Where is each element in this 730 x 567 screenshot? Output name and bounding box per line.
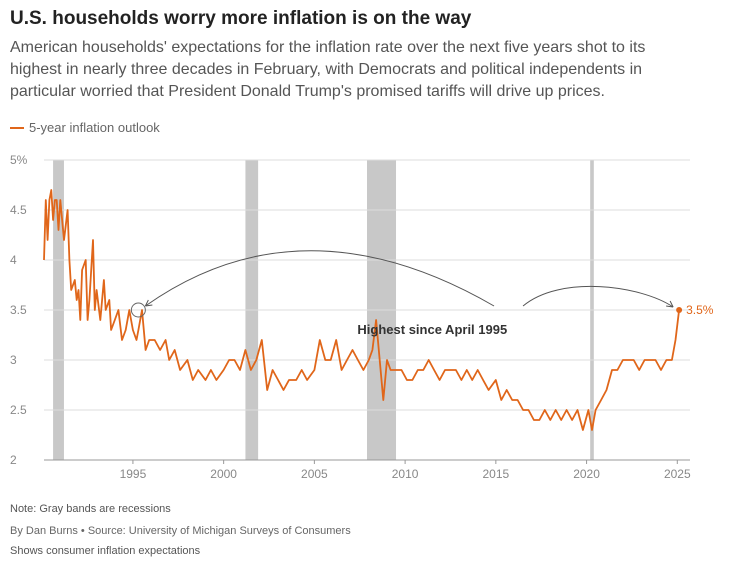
- annotations: Highest since April 1995 3.5%: [130, 250, 714, 337]
- annotation-arrowhead-right: [666, 300, 674, 308]
- series-line: [43, 189, 680, 431]
- annotation-label: Highest since April 1995: [357, 322, 507, 337]
- x-axis-ticks: 1995 2000 2005 2010 2015 2020 2025: [120, 460, 691, 481]
- x-tick-label: 2000: [210, 467, 237, 481]
- footer-byline: By Dan Burns • Source: University of Mic…: [10, 525, 351, 537]
- legend-swatch: [10, 126, 24, 129]
- y-tick-label: 4: [10, 253, 17, 267]
- x-tick-label: 2020: [573, 467, 600, 481]
- highlight-circle: [130, 302, 146, 318]
- y-axis-ticks: 2 2.5 3 3.5 4 4.5 5%: [10, 153, 28, 467]
- chart-title: U.S. households worry more inflation is …: [10, 8, 472, 29]
- footer-description: Shows consumer inflation expectations: [10, 545, 201, 557]
- legend-label: 5-year inflation outlook: [29, 120, 160, 135]
- latest-value-label: 3.5%: [686, 303, 714, 317]
- line-chart: 2 2.5 3 3.5 4 4.5 5% 1995 2000 2005 2010 2015 2020 2…: [10, 153, 714, 481]
- y-tick-label: 3: [10, 353, 17, 367]
- legend: 5-year inflation outlook: [10, 120, 160, 135]
- y-tick-label: 5%: [10, 153, 28, 167]
- x-tick-label: 2025: [664, 467, 691, 481]
- y-tick-label: 2.5: [10, 403, 27, 417]
- footer-note: Note: Gray bands are recessions: [10, 503, 171, 515]
- x-tick-label: 2005: [301, 467, 328, 481]
- annotation-arc-right: [522, 285, 674, 308]
- y-tick-label: 2: [10, 453, 17, 467]
- gridlines: [44, 159, 690, 461]
- x-tick-label: 2015: [482, 467, 509, 481]
- y-tick-label: 3.5: [10, 303, 27, 317]
- latest-point-marker: [676, 307, 683, 313]
- x-tick-label: 2010: [392, 467, 419, 481]
- x-tick-label: 1995: [120, 467, 147, 481]
- annotation-arc-left: [145, 250, 495, 307]
- series-layer: [43, 189, 680, 431]
- y-tick-label: 4.5: [10, 203, 27, 217]
- chart-subtitle: American households' expectations for th…: [10, 39, 646, 100]
- annotation-arrowhead-left: [144, 299, 153, 307]
